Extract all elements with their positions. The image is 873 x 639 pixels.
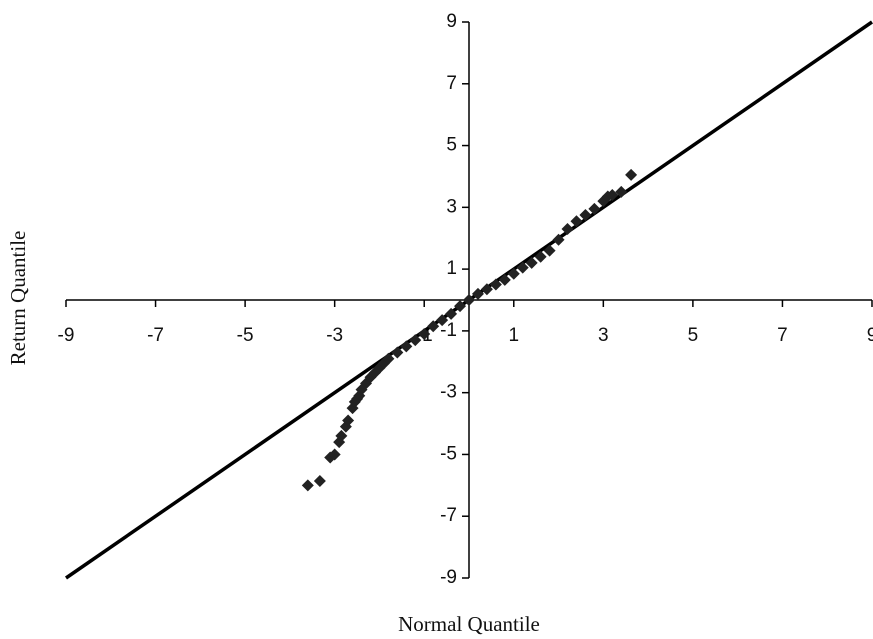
point [454, 300, 467, 313]
point [301, 479, 314, 492]
point [382, 352, 395, 365]
y-tick-label: -3 [440, 382, 457, 403]
y-tick-label: -9 [440, 567, 457, 588]
point [606, 188, 619, 201]
point [480, 283, 493, 296]
point [516, 261, 529, 274]
y-tick-label: -1 [440, 320, 457, 341]
point [615, 185, 628, 198]
x-tick-label: -9 [58, 325, 75, 346]
point [543, 244, 556, 257]
point [534, 250, 547, 263]
y-tick-label: 7 [446, 73, 457, 94]
y-tick-label: -7 [440, 505, 457, 526]
point [436, 314, 449, 327]
point [561, 222, 574, 235]
point [525, 256, 538, 269]
x-tick-label: 7 [777, 325, 788, 346]
x-tick-label: 9 [867, 325, 873, 346]
y-tick-label: -5 [440, 443, 457, 464]
x-tick-label: 1 [508, 325, 519, 346]
point [409, 334, 422, 347]
x-tick-label: -5 [237, 325, 254, 346]
y-tick-label: 5 [446, 135, 457, 156]
point [579, 209, 592, 222]
point [588, 202, 601, 215]
y-tick-label: 9 [446, 11, 457, 32]
point [507, 267, 520, 280]
point [445, 307, 458, 320]
point [418, 327, 431, 340]
x-axis-title: Normal Quantile [398, 612, 540, 636]
point [552, 233, 565, 246]
x-tick-label: -7 [147, 325, 164, 346]
point [342, 414, 355, 427]
point [471, 287, 484, 300]
point [463, 294, 475, 306]
y-axis-title: Return Quantile [6, 231, 30, 366]
point [335, 429, 348, 442]
x-tick-label: 5 [688, 325, 699, 346]
point [570, 215, 583, 228]
point [400, 340, 413, 353]
point [625, 168, 638, 181]
point [498, 273, 511, 286]
point [489, 278, 502, 291]
x-tick-label: -3 [326, 325, 343, 346]
x-tick-label: 3 [598, 325, 609, 346]
y-tick-label: 1 [446, 258, 457, 279]
point [427, 320, 440, 333]
point [391, 346, 404, 359]
point [313, 475, 326, 488]
point [328, 448, 341, 461]
y-tick-label: 3 [446, 196, 457, 217]
